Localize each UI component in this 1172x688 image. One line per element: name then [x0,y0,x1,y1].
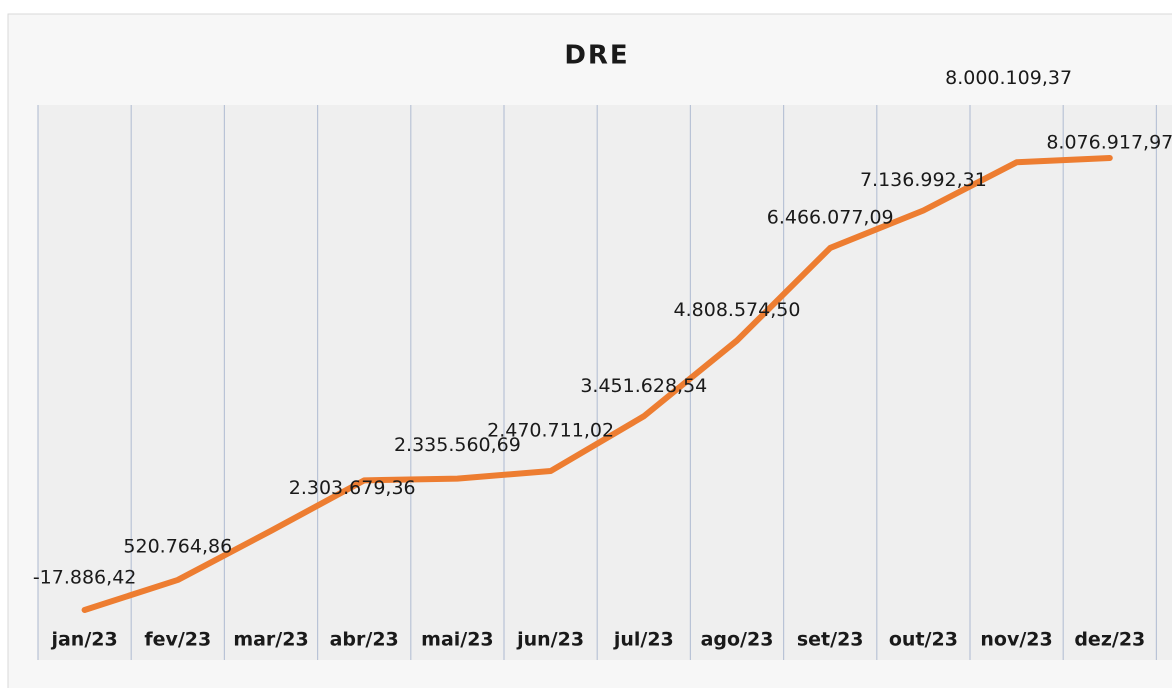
x-tick-label: nov/23 [980,629,1052,651]
x-tick-label: ago/23 [701,629,774,651]
data-label: 3.451.628,54 [580,375,707,397]
line [81,155,1113,613]
chart-title: DRE [564,41,629,71]
data-label: 8.076.917,97 [1046,132,1172,154]
x-tick-label: out/23 [889,629,958,651]
x-tick-label: jun/23 [516,629,584,651]
x-tick-label: fev/23 [144,629,211,651]
x-tick-label: set/23 [797,629,864,651]
x-tick-label: jul/23 [613,629,674,651]
data-label: 2.303.679,36 [289,477,416,499]
data-label: 6.466.077,09 [767,206,894,228]
data-label: 8.000.109,37 [945,67,1072,89]
grid [37,105,1158,660]
data-label: -17.886,42 [33,567,137,589]
data-label: 7.136.992,31 [860,169,987,191]
x-tick-label: mai/23 [421,629,494,651]
data-label: 2.470.711,02 [487,420,614,442]
x-tick-label: dez/23 [1074,629,1145,651]
plot-area [38,105,1172,660]
data-label: 4.808.574,50 [674,299,801,321]
data-label: 520.764,86 [123,535,232,557]
x-tick-label: abr/23 [330,629,399,651]
data-label: 2.335.560,69 [394,434,521,456]
x-tick-label: mar/23 [233,629,308,651]
marks: jan/23 -17.886,42 fev/23 520.764,86 mar/23 ab… [33,67,1172,651]
x-tick-label: jan/23 [50,629,117,651]
